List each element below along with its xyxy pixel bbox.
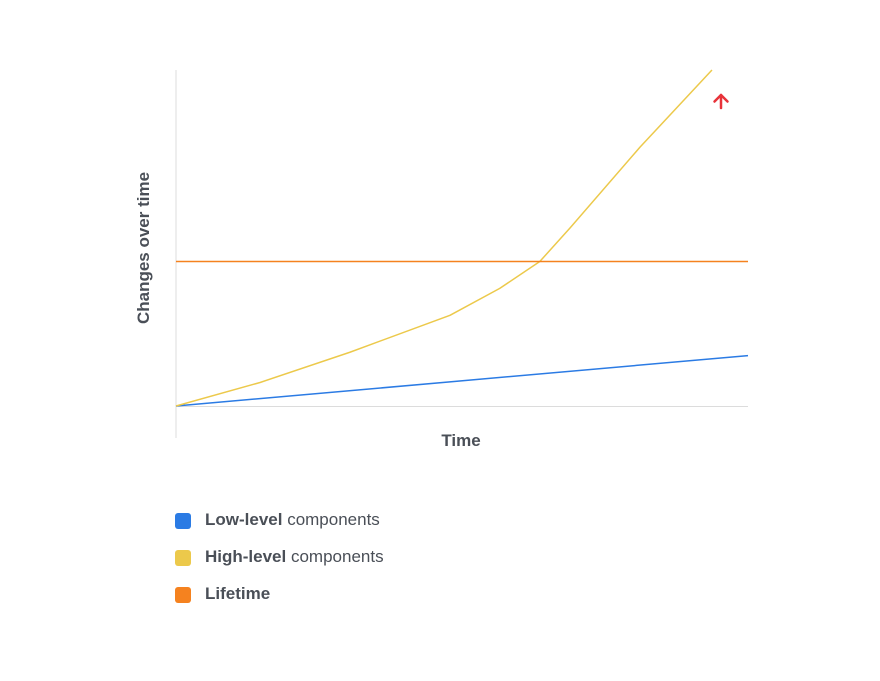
line-series xyxy=(175,354,749,407)
legend-swatch xyxy=(175,587,191,603)
x-axis-title: Time xyxy=(441,431,480,450)
legend-label: Lifetime xyxy=(205,584,270,603)
y-axis-title: Changes over time xyxy=(134,172,153,324)
legend-label: Low-level components xyxy=(205,510,380,529)
legend-swatch xyxy=(175,513,191,529)
line-series xyxy=(175,69,713,407)
up-arrow-icon xyxy=(713,93,729,110)
legend-swatch xyxy=(175,550,191,566)
legend-label: High-level components xyxy=(205,547,384,566)
